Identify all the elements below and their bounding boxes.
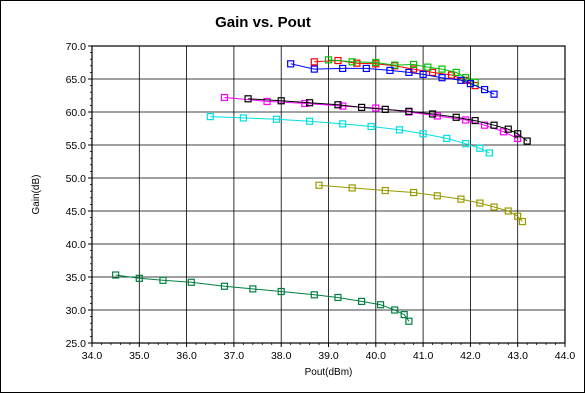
x-axis-label: Pout(dBm) [305,367,353,378]
x-tick-label: 39.0 [318,350,339,362]
x-tick-label: 43.0 [507,350,528,362]
x-tick-label: 34.0 [82,350,103,362]
x-tick-label: 44.0 [555,350,576,362]
chart-title: Gain vs. Pout [215,14,311,31]
x-tick-label: 35.0 [129,350,150,362]
series-6 [207,114,492,156]
y-tick-label: 70.0 [66,41,87,53]
x-tick-label: 36.0 [176,350,197,362]
series-8 [113,272,412,324]
y-tick-label: 55.0 [66,140,87,152]
x-tick-label: 42.0 [460,350,481,362]
series-2 [326,57,479,85]
grid [92,46,565,343]
x-tick-label: 37.0 [224,350,245,362]
y-tick-label: 40.0 [66,239,87,251]
y-tick-label: 45.0 [66,206,87,218]
series-7 [316,182,525,224]
series-line [210,117,489,153]
axis-ticks: 34.0 35.0 36.0 37.0 38.0 39.0 40.0 41.0 42.0 43.0… [66,41,576,362]
x-tick-label: 41.0 [413,350,434,362]
y-tick-label: 60.0 [66,107,87,119]
series-line [314,61,475,86]
series-layer [113,57,531,324]
y-tick-label: 50.0 [66,173,87,185]
data-point [486,150,492,156]
y-axis-label: Gain(dB) [31,174,42,214]
x-tick-label: 38.0 [271,350,292,362]
y-tick-label: 25.0 [66,338,87,350]
y-tick-label: 30.0 [66,305,87,317]
x-tick-label: 40.0 [366,350,387,362]
y-tick-label: 65.0 [66,74,87,86]
y-tick-label: 35.0 [66,272,87,284]
